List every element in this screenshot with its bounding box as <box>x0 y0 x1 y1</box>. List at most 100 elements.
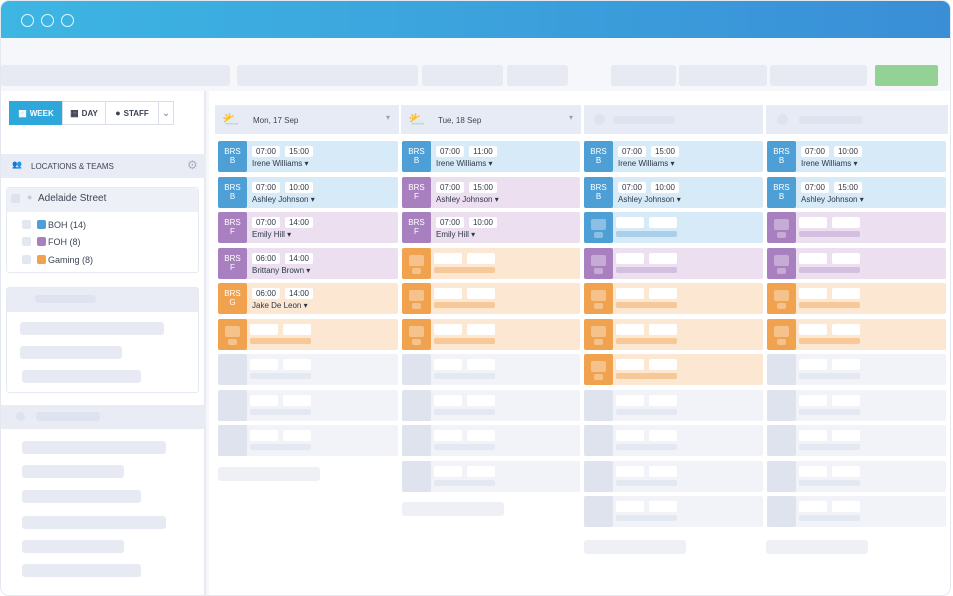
time-placeholder <box>799 394 827 406</box>
employee-name-dropdown[interactable]: Irene Williams ▾ <box>801 159 858 168</box>
area-badge: BRS G <box>218 283 247 314</box>
shift-card[interactable]: BRS B 07:00 15:00 Irene Williams ▾ <box>584 141 763 172</box>
shift-card[interactable]: BRS B 07:00 10:00 Irene Williams ▾ <box>767 141 946 172</box>
shift-start-time[interactable]: 06:00 <box>252 252 280 264</box>
badge-placeholder-bar <box>594 374 603 380</box>
time-placeholder <box>799 359 827 370</box>
day-column-header[interactable] <box>401 105 581 134</box>
toolbar-placeholder <box>770 65 867 86</box>
employee-name-dropdown[interactable]: Irene Williams ▾ <box>618 159 675 168</box>
team-icon: 👥 <box>12 160 22 169</box>
chevron-down-icon[interactable]: ▾ <box>569 113 574 122</box>
shift-card-placeholder <box>767 212 946 243</box>
shift-start-time[interactable]: 07:00 <box>801 181 829 193</box>
shift-card[interactable]: BRS B 07:00 11:00 Irene Williams ▾ <box>402 141 580 172</box>
icon-placeholder <box>594 114 605 125</box>
team-checkbox[interactable] <box>22 237 31 246</box>
tab-week-label: WEEK <box>29 108 54 118</box>
shift-start-time[interactable]: 07:00 <box>252 181 280 193</box>
chevron-down-icon[interactable]: ▾ <box>386 113 391 122</box>
shift-card[interactable]: BRS B 07:00 15:00 Ashley Johnson ▾ <box>767 176 946 208</box>
shift-card-placeholder <box>767 318 946 350</box>
shift-start-time[interactable]: 06:00 <box>252 288 280 299</box>
badge-placeholder <box>584 354 613 385</box>
employee-name-dropdown[interactable]: Irene Williams ▾ <box>436 159 493 168</box>
window-close-button[interactable] <box>21 14 34 27</box>
employee-name-dropdown[interactable]: Jake De Leon ▾ <box>252 301 308 310</box>
shift-card[interactable]: BRS G 06:00 14:00 Jake De Leon ▾ <box>218 283 398 314</box>
shift-card[interactable]: BRS F 07:00 10:00 Emily Hill ▾ <box>402 212 580 243</box>
shift-end-time[interactable]: 11:00 <box>469 146 497 157</box>
employee-name-dropdown[interactable]: Ashley Johnson ▾ <box>436 194 499 204</box>
shift-start-time[interactable]: 07:00 <box>436 217 464 228</box>
shift-start-time[interactable]: 07:00 <box>801 146 829 157</box>
text-placeholder <box>22 490 141 503</box>
shift-end-time[interactable]: 10:00 <box>651 181 679 193</box>
window-maximize-button[interactable] <box>61 14 74 27</box>
shift-end-time[interactable]: 15:00 <box>469 181 497 193</box>
shift-card[interactable]: BRS B 07:00 10:00 Ashley Johnson ▾ <box>584 176 763 208</box>
employee-name-dropdown[interactable]: Emily Hill ▾ <box>252 230 292 239</box>
tab-week[interactable]: ▦ WEEK <box>9 101 63 125</box>
day-column-header[interactable] <box>215 105 399 134</box>
publish-button[interactable] <box>875 65 938 86</box>
shift-start-time[interactable]: 07:00 <box>252 217 280 228</box>
shift-start-time[interactable]: 07:00 <box>252 146 280 157</box>
team-checkbox[interactable] <box>22 220 31 229</box>
shift-start-time[interactable]: 07:00 <box>436 181 464 193</box>
time-placeholder <box>649 430 677 441</box>
shift-card[interactable]: BRS B 07:00 15:00 Irene Williams ▾ <box>218 141 398 172</box>
time-placeholder <box>616 430 644 441</box>
shift-card[interactable]: BRS F 06:00 14:00 Brittany Brown ▾ <box>218 247 398 279</box>
time-placeholder <box>250 394 278 406</box>
shift-end-time[interactable]: 10:00 <box>285 181 313 193</box>
employee-name-dropdown[interactable]: Ashley Johnson ▾ <box>252 194 315 204</box>
employee-name-dropdown[interactable]: Ashley Johnson ▾ <box>801 194 864 204</box>
shift-end-time[interactable]: 14:00 <box>285 252 313 264</box>
view-options-dropdown[interactable]: ⌄ <box>158 101 174 125</box>
add-shift-placeholder <box>402 502 504 516</box>
name-placeholder <box>616 515 677 521</box>
team-foh-label[interactable]: FOH (8) <box>48 237 81 247</box>
icon-placeholder <box>16 412 25 421</box>
employee-name-dropdown[interactable]: Irene Williams ▾ <box>252 159 309 168</box>
tab-staff[interactable]: ● STAFF <box>105 101 159 125</box>
shift-card-placeholder <box>584 425 763 456</box>
window-minimize-button[interactable] <box>41 14 54 27</box>
employee-name-dropdown[interactable]: Brittany Brown ▾ <box>252 265 311 275</box>
employee-name-dropdown[interactable]: Ashley Johnson ▾ <box>618 194 681 204</box>
team-gaming-label[interactable]: Gaming (8) <box>48 255 94 265</box>
shift-card-placeholder <box>402 318 580 350</box>
area-badge-line: G <box>229 298 236 307</box>
shift-card[interactable]: BRS F 07:00 15:00 Ashley Johnson ▾ <box>402 176 580 208</box>
location-header[interactable] <box>7 188 198 212</box>
gear-icon[interactable]: ⚙ <box>187 158 198 172</box>
shift-start-time[interactable]: 07:00 <box>436 146 464 157</box>
tab-day[interactable]: ▦ DAY <box>62 101 106 125</box>
location-name: Adelaide Street <box>38 193 107 204</box>
employee-name-dropdown[interactable]: Emily Hill ▾ <box>436 230 476 239</box>
shift-card[interactable]: BRS F 07:00 14:00 Emily Hill ▾ <box>218 212 398 243</box>
shift-end-time[interactable]: 10:00 <box>834 146 862 157</box>
shift-start-time[interactable]: 07:00 <box>618 146 646 157</box>
badge-placeholder <box>584 318 613 350</box>
time-placeholder <box>434 430 462 441</box>
badge-placeholder-bar <box>412 303 421 309</box>
shift-end-time[interactable]: 14:00 <box>285 288 313 299</box>
shift-card-placeholder <box>402 283 580 314</box>
badge-placeholder-bar <box>228 338 237 345</box>
shift-end-time[interactable]: 15:00 <box>834 181 862 193</box>
shift-end-time[interactable]: 15:00 <box>651 146 679 157</box>
location-checkbox[interactable] <box>11 194 20 203</box>
team-boh-label[interactable]: BOH (14) <box>48 220 87 230</box>
badge-placeholder-bar <box>777 338 786 345</box>
shift-start-time[interactable]: 07:00 <box>618 181 646 193</box>
shift-end-time[interactable]: 10:00 <box>469 217 497 228</box>
shift-end-time[interactable]: 15:00 <box>285 146 313 157</box>
area-badge: BRS B <box>767 141 796 172</box>
team-checkbox[interactable] <box>22 255 31 264</box>
shift-end-time[interactable]: 14:00 <box>285 217 313 228</box>
badge-placeholder <box>584 283 613 314</box>
time-placeholder <box>832 359 860 370</box>
shift-card[interactable]: BRS B 07:00 10:00 Ashley Johnson ▾ <box>218 176 398 208</box>
